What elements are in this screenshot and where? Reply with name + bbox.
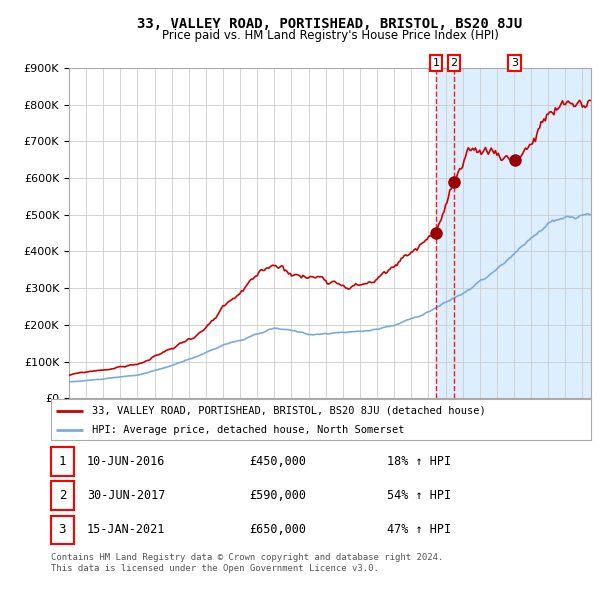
Text: 1: 1 — [433, 58, 439, 68]
Text: 2: 2 — [59, 489, 66, 502]
Text: 54% ↑ HPI: 54% ↑ HPI — [387, 489, 451, 502]
Text: £590,000: £590,000 — [249, 489, 306, 502]
Text: Contains HM Land Registry data © Crown copyright and database right 2024.: Contains HM Land Registry data © Crown c… — [51, 553, 443, 562]
Text: 3: 3 — [511, 58, 518, 68]
Text: Price paid vs. HM Land Registry's House Price Index (HPI): Price paid vs. HM Land Registry's House … — [161, 30, 499, 42]
Text: 1: 1 — [59, 455, 66, 468]
Text: £650,000: £650,000 — [249, 523, 306, 536]
Text: 10-JUN-2016: 10-JUN-2016 — [87, 455, 166, 468]
Text: 33, VALLEY ROAD, PORTISHEAD, BRISTOL, BS20 8JU: 33, VALLEY ROAD, PORTISHEAD, BRISTOL, BS… — [137, 17, 523, 31]
Text: £450,000: £450,000 — [249, 455, 306, 468]
Text: 47% ↑ HPI: 47% ↑ HPI — [387, 523, 451, 536]
Text: 33, VALLEY ROAD, PORTISHEAD, BRISTOL, BS20 8JU (detached house): 33, VALLEY ROAD, PORTISHEAD, BRISTOL, BS… — [91, 406, 485, 416]
Text: This data is licensed under the Open Government Licence v3.0.: This data is licensed under the Open Gov… — [51, 565, 379, 573]
Text: HPI: Average price, detached house, North Somerset: HPI: Average price, detached house, Nort… — [91, 425, 404, 434]
Text: 15-JAN-2021: 15-JAN-2021 — [87, 523, 166, 536]
Bar — [436, 68, 591, 398]
Text: 18% ↑ HPI: 18% ↑ HPI — [387, 455, 451, 468]
Text: 2: 2 — [451, 58, 457, 68]
Text: 30-JUN-2017: 30-JUN-2017 — [87, 489, 166, 502]
Text: 3: 3 — [59, 523, 66, 536]
